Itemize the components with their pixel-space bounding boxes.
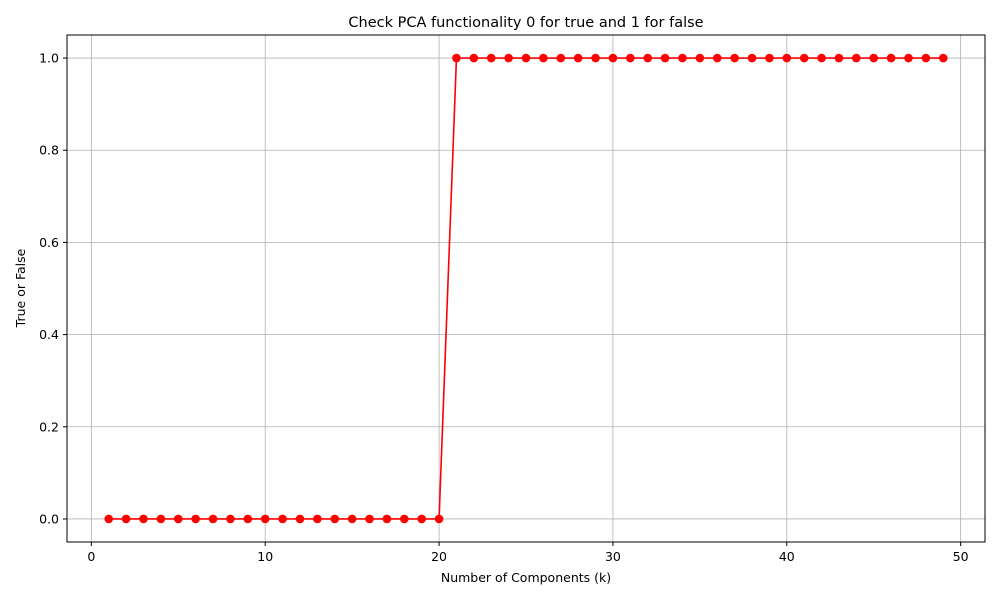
data-point-marker: [486, 53, 496, 63]
data-point-marker: [382, 514, 392, 524]
data-point-marker: [938, 53, 948, 63]
grid-lines: [67, 35, 985, 542]
data-point-marker: [278, 514, 287, 524]
data-point-marker: [886, 53, 896, 63]
data-point-marker: [434, 514, 444, 524]
data-point-marker: [504, 53, 513, 63]
data-point-marker: [591, 53, 600, 63]
data-point-marker: [765, 53, 774, 63]
x-tick-label: 40: [779, 549, 795, 564]
data-point-marker: [539, 53, 548, 63]
data-point-marker: [156, 514, 166, 524]
data-point-marker: [365, 514, 374, 524]
x-tick-label: 10: [257, 549, 273, 564]
data-point-marker: [904, 53, 913, 63]
x-tick-label: 50: [953, 549, 969, 564]
data-point-marker: [295, 514, 305, 524]
data-point-marker: [869, 53, 879, 63]
y-tick-label: 0.8: [39, 143, 59, 158]
data-point-marker: [208, 514, 218, 524]
axis-ticks: 0 10 20 30 40 50 0.0 0.2 0.4 0.6 0.8 1.0: [39, 51, 969, 564]
data-point-marker: [921, 53, 931, 63]
y-axis-label: True or False: [13, 248, 28, 328]
y-tick-label: 0.2: [39, 419, 59, 434]
x-tick-label: 30: [605, 549, 621, 564]
data-point-marker: [678, 53, 687, 63]
data-point-marker: [417, 514, 426, 524]
data-point-marker: [556, 53, 566, 63]
data-point-marker: [626, 53, 635, 63]
data-point-marker: [313, 514, 322, 524]
chart-title: Check PCA functionality 0 for true and 1…: [348, 15, 703, 31]
series-line: [108, 57, 944, 520]
data-point-marker: [695, 53, 705, 63]
plot-series: [104, 53, 948, 524]
data-point-marker: [782, 53, 792, 63]
data-point-marker: [608, 53, 618, 63]
data-point-marker: [121, 514, 131, 524]
data-point-marker: [399, 514, 409, 524]
data-point-marker: [817, 53, 826, 63]
x-axis-label: Number of Components (k): [441, 570, 611, 585]
data-point-marker: [573, 53, 583, 63]
data-point-marker: [852, 53, 861, 63]
data-point-marker: [712, 53, 722, 63]
data-point-marker: [330, 514, 340, 524]
x-tick-label: 20: [431, 549, 447, 564]
data-point-marker: [191, 514, 200, 524]
plot-frame: [66, 34, 986, 543]
data-point-marker: [243, 514, 253, 524]
data-point-marker: [104, 514, 114, 524]
data-point-marker: [469, 53, 479, 63]
data-point-marker: [660, 53, 670, 63]
data-point-marker: [260, 514, 270, 524]
data-point-marker: [521, 53, 531, 63]
data-point-marker: [747, 53, 757, 63]
x-tick-label: 0: [87, 549, 95, 564]
data-point-marker: [730, 53, 739, 63]
data-point-marker: [452, 53, 461, 63]
data-point-marker: [799, 53, 809, 63]
data-point-marker: [173, 514, 183, 524]
y-tick-label: 0.0: [39, 511, 59, 526]
data-point-marker: [347, 514, 357, 524]
y-tick-label: 0.4: [39, 327, 59, 342]
y-tick-label: 0.6: [39, 235, 59, 250]
data-point-marker: [834, 53, 844, 63]
data-point-marker: [226, 514, 235, 524]
data-point-marker: [643, 53, 653, 63]
y-tick-label: 1.0: [39, 51, 59, 66]
data-point-marker: [139, 514, 148, 524]
